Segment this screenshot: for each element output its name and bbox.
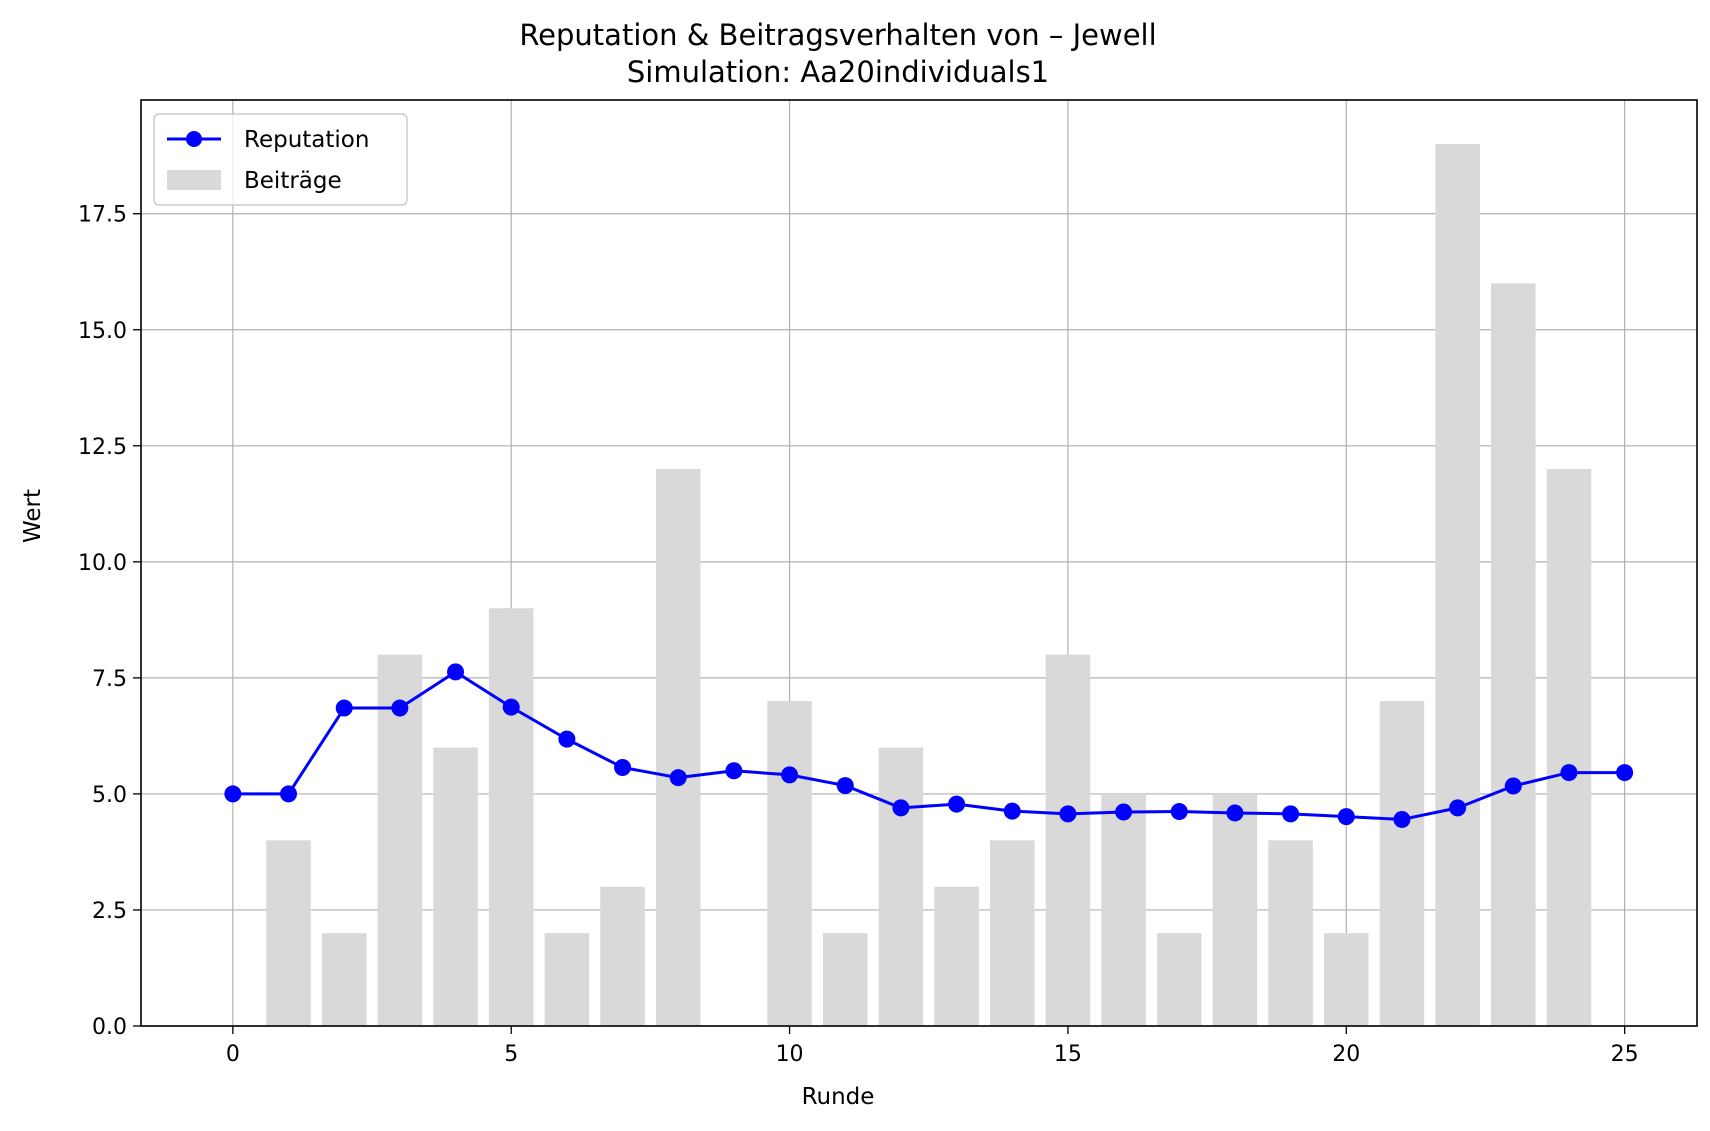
y-tick-label: 17.5 xyxy=(78,203,127,228)
bar xyxy=(1101,793,1146,1026)
bar xyxy=(1212,793,1258,1026)
line-point xyxy=(948,795,966,813)
line-point xyxy=(1226,804,1244,822)
line-point xyxy=(1059,805,1077,823)
y-tick-label: 12.5 xyxy=(78,435,127,460)
line-point xyxy=(280,785,298,803)
x-tick-label: 10 xyxy=(776,1042,804,1067)
line-point xyxy=(1616,764,1634,782)
bar xyxy=(767,701,812,1026)
x-tick-label: 5 xyxy=(504,1042,518,1067)
bar xyxy=(989,840,1035,1026)
y-tick-label: 0.0 xyxy=(92,1015,127,1040)
bar xyxy=(433,747,478,1026)
line-point xyxy=(1560,764,1578,782)
ticks: 0 5 10 15 20 25 0.0 2.5 5.0 7.5 10.0 12.5 15.0 17.5 xyxy=(78,203,1639,1067)
chart-subtitle: Simulation: Aa20individuals1 xyxy=(627,55,1049,89)
legend-label-reputation: Reputation xyxy=(244,127,369,153)
line-point xyxy=(725,762,743,780)
bar-series xyxy=(266,144,1592,1027)
line-point xyxy=(669,769,687,787)
y-tick-label: 10.0 xyxy=(78,551,127,576)
line-point xyxy=(836,777,854,795)
bar xyxy=(600,886,645,1026)
line-point xyxy=(1504,777,1522,795)
x-tick-label: 25 xyxy=(1611,1042,1639,1067)
chart-title: Reputation & Beitragsverhalten von – Jew… xyxy=(519,18,1156,52)
bar xyxy=(1379,701,1425,1026)
legend-bar-swatch xyxy=(167,170,221,190)
bar xyxy=(878,747,924,1026)
line-point xyxy=(1003,802,1021,820)
bar xyxy=(1156,933,1202,1026)
line-point xyxy=(1393,810,1411,828)
y-tick-label: 5.0 xyxy=(92,783,127,808)
line-series xyxy=(224,663,1634,828)
line-point xyxy=(335,699,353,717)
bar xyxy=(934,886,979,1026)
legend-marker-swatch xyxy=(186,131,202,147)
plot-frame xyxy=(140,99,1698,1027)
line-point xyxy=(1115,803,1133,821)
y-tick-label: 15.0 xyxy=(78,319,127,344)
line-point xyxy=(1337,808,1355,826)
bar xyxy=(655,469,701,1026)
line-point xyxy=(614,758,632,776)
y-tick-label: 2.5 xyxy=(92,899,127,924)
bar xyxy=(1491,283,1536,1026)
line-point xyxy=(1170,803,1188,821)
line-point xyxy=(391,699,409,717)
bar xyxy=(1045,654,1091,1026)
line-point xyxy=(892,799,910,817)
bar xyxy=(822,933,868,1026)
bar xyxy=(488,608,534,1026)
bar xyxy=(321,933,367,1026)
bar xyxy=(1546,469,1592,1026)
x-tick-label: 15 xyxy=(1054,1042,1082,1067)
x-tick-label: 20 xyxy=(1332,1042,1360,1067)
bar xyxy=(544,933,590,1026)
axes xyxy=(140,99,1698,1027)
line-point xyxy=(781,766,799,784)
legend-label-beitraege: Beiträge xyxy=(244,168,342,194)
line-point xyxy=(1449,799,1467,817)
y-axis-label: Wert xyxy=(20,489,46,543)
line-point xyxy=(1282,805,1300,823)
line-point xyxy=(224,785,242,803)
line-point xyxy=(502,698,520,716)
bar xyxy=(266,840,311,1026)
bar xyxy=(377,654,423,1026)
y-tick-label: 7.5 xyxy=(92,667,127,692)
bar xyxy=(1435,144,1480,1027)
x-tick-label: 0 xyxy=(226,1042,240,1067)
bar xyxy=(1268,840,1313,1026)
line-point xyxy=(558,730,576,748)
x-axis-label: Runde xyxy=(802,1084,875,1110)
legend: Reputation Beiträge xyxy=(153,113,408,206)
bar xyxy=(1324,933,1369,1026)
line-point xyxy=(447,663,465,681)
reputation-line xyxy=(232,670,1625,821)
